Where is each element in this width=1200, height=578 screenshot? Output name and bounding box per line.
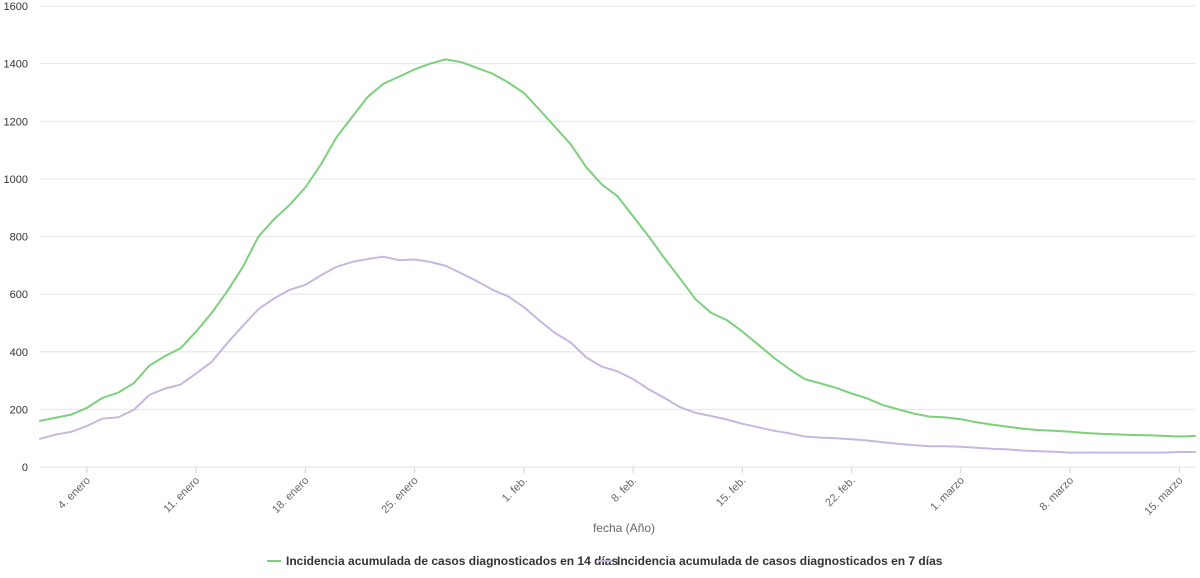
x-axis-tick-labels: 4. enero 11. enero 18. enero 25. enero 1. fe… (56, 467, 1186, 518)
legend-item-2[interactable]: Incidencia acumulada de casos diagnostic… (598, 554, 943, 568)
x-tick-label: 1. feb. (500, 475, 530, 505)
x-tick-label: 4. enero (56, 475, 93, 512)
y-tick-label: 200 (10, 404, 28, 416)
x-axis-title: fecha (Año) (593, 521, 655, 535)
legend-item-1[interactable]: Incidencia acumulada de casos diagnostic… (267, 554, 618, 568)
y-tick-label: 1400 (4, 59, 28, 71)
y-tick-label: 1600 (4, 1, 28, 13)
series-line-1[interactable] (39, 58, 1196, 438)
y-tick-label: 1200 (4, 116, 28, 128)
x-tick-label: 11. enero (161, 475, 202, 516)
series-line-2[interactable] (39, 255, 1196, 454)
x-tick-label: 15. marzo (1142, 475, 1185, 518)
legend-label: Incidencia acumulada de casos diagnostic… (617, 554, 943, 568)
x-tick-label: 25. enero (379, 475, 420, 516)
x-tick-label: 18. enero (270, 475, 311, 516)
x-tick-label: 1. marzo (928, 475, 967, 514)
x-tick-label: 22. feb. (823, 475, 857, 509)
y-tick-label: 0 (22, 462, 28, 474)
legend-label: Incidencia acumulada de casos diagnostic… (286, 554, 618, 568)
y-tick-label: 1000 (4, 174, 28, 186)
y-tick-label: 600 (10, 289, 28, 301)
y-tick-label: 400 (10, 347, 28, 359)
y-tick-label: 800 (10, 232, 28, 244)
grid-lines (40, 5, 1195, 468)
series-lines (39, 58, 1196, 454)
legend[interactable]: Incidencia acumulada de casos diagnostic… (267, 554, 943, 568)
y-axis-tick-labels: 0 200 400 600 800 1000 1200 1400 1600 (4, 1, 28, 474)
x-tick-label: 15. feb. (714, 475, 748, 509)
x-tick-label: 8. feb. (609, 475, 639, 505)
x-tick-label: 8. marzo (1038, 475, 1077, 514)
